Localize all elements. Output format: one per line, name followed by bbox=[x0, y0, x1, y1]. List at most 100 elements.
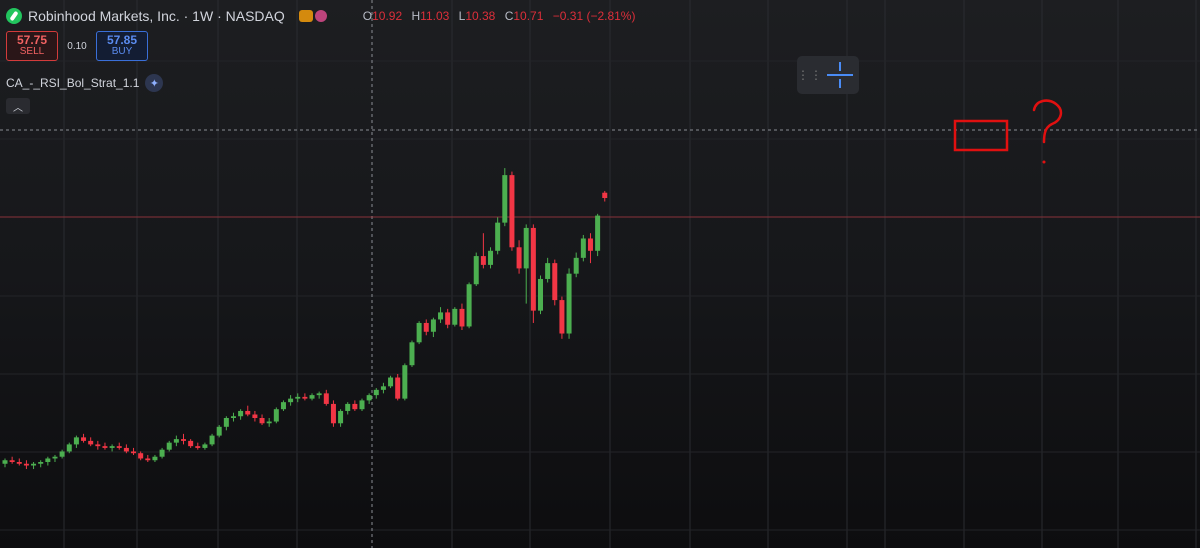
candle-down bbox=[181, 439, 186, 441]
candle-up bbox=[66, 444, 72, 452]
candle-down bbox=[131, 451, 137, 454]
candle-down bbox=[195, 446, 201, 448]
candle-up bbox=[230, 416, 236, 418]
candle-down bbox=[259, 418, 265, 424]
trade-panel: 57.75 SELL 0.10 57.85 BUY bbox=[6, 31, 148, 61]
collapse-legend-button[interactable]: ︿ bbox=[6, 98, 30, 114]
candle-up bbox=[373, 389, 379, 396]
candle-up bbox=[380, 386, 386, 390]
candle-up bbox=[416, 322, 422, 343]
candle-down bbox=[602, 192, 608, 198]
buy-button[interactable]: 57.85 BUY bbox=[96, 31, 148, 61]
floating-drawing-toolbar[interactable]: ⋮⋮ bbox=[797, 56, 859, 94]
candle-up bbox=[173, 439, 179, 443]
candle-down bbox=[145, 458, 151, 461]
candles bbox=[2, 168, 608, 470]
annotation-question-dot bbox=[1042, 160, 1046, 164]
candle-down bbox=[245, 410, 251, 415]
candle-up bbox=[402, 365, 408, 399]
candle-up bbox=[52, 456, 58, 459]
candle-up bbox=[409, 342, 415, 366]
symbol-title[interactable]: Robinhood Markets, Inc. · 1W · NASDAQ bbox=[28, 8, 285, 24]
candle-down bbox=[587, 238, 593, 251]
candle-up bbox=[216, 426, 222, 436]
indicator-legend[interactable]: CA_-_RSI_Bol_Strat_1.1 ✦ bbox=[6, 74, 164, 92]
candle-up bbox=[580, 238, 586, 258]
legend-icons bbox=[298, 10, 327, 22]
crosshair-tool-icon[interactable] bbox=[825, 60, 855, 90]
candle-up bbox=[345, 403, 351, 411]
candle-up bbox=[316, 393, 322, 396]
candle-up bbox=[495, 222, 501, 251]
candle-down bbox=[252, 414, 258, 418]
buy-price: 57.85 bbox=[106, 33, 138, 47]
robinhood-logo-icon bbox=[6, 8, 22, 24]
candle-down bbox=[138, 453, 144, 459]
buy-label: BUY bbox=[111, 46, 133, 57]
candle-down bbox=[445, 312, 451, 325]
drag-handle-icon[interactable]: ⋮⋮ bbox=[797, 67, 823, 82]
earnings-icon[interactable] bbox=[298, 10, 313, 22]
spread-value: 0.10 bbox=[67, 40, 87, 52]
candle-up bbox=[366, 395, 372, 401]
candle-up bbox=[223, 418, 229, 427]
candle-down bbox=[188, 440, 194, 447]
candle-up bbox=[338, 410, 344, 424]
candle-up bbox=[38, 462, 44, 464]
dividend-icon[interactable] bbox=[314, 10, 327, 22]
candle-up bbox=[73, 437, 79, 445]
candle-down bbox=[302, 396, 308, 399]
candle-up bbox=[545, 263, 551, 279]
candle-down bbox=[23, 463, 29, 466]
indicator-name[interactable]: CA_-_RSI_Bol_Strat_1.1 bbox=[6, 76, 140, 90]
candle-up bbox=[430, 319, 436, 332]
candle-up bbox=[266, 421, 272, 424]
candle-up bbox=[466, 284, 472, 327]
low-value: 10.38 bbox=[465, 9, 496, 23]
candle-down bbox=[530, 227, 536, 311]
candle-up bbox=[473, 256, 479, 285]
candle-up bbox=[238, 410, 244, 417]
candle-up bbox=[309, 395, 315, 399]
candle-up bbox=[202, 444, 208, 448]
candle-up bbox=[359, 400, 365, 410]
candle-down bbox=[516, 247, 522, 269]
candle-up bbox=[295, 396, 301, 399]
chevron-up-icon: ︿ bbox=[13, 102, 23, 114]
candle-down bbox=[95, 444, 101, 447]
candle-up bbox=[452, 308, 458, 325]
symbol-legend: Robinhood Markets, Inc. · 1W · NASDAQ O1… bbox=[6, 6, 641, 26]
candle-down bbox=[552, 263, 558, 301]
candle-up bbox=[288, 398, 294, 403]
candle-down bbox=[116, 446, 122, 448]
open-value: 10.92 bbox=[372, 9, 403, 23]
candle-down bbox=[123, 447, 129, 452]
change-value: −0.31 (−2.81%) bbox=[552, 9, 636, 23]
candle-up bbox=[159, 449, 165, 457]
candle-down bbox=[323, 393, 329, 404]
candle-up bbox=[280, 402, 286, 410]
annotation-box bbox=[953, 119, 1009, 152]
candle-down bbox=[423, 322, 429, 332]
ohlc-values: O10.92 H11.03 L10.38 C10.71 −0.31 (−2.81… bbox=[363, 9, 642, 23]
candle-down bbox=[459, 308, 465, 327]
candle-down bbox=[395, 377, 401, 399]
candle-down bbox=[330, 403, 336, 424]
candle-down bbox=[16, 462, 22, 464]
low-key: L bbox=[458, 9, 466, 23]
candle-down bbox=[81, 437, 87, 441]
open-key: O bbox=[362, 9, 373, 23]
candle-up bbox=[566, 273, 572, 334]
candle-down bbox=[9, 460, 15, 462]
candle-up bbox=[438, 312, 444, 320]
sparkle-icon[interactable]: ✦ bbox=[145, 74, 164, 92]
close-key: C bbox=[504, 9, 514, 23]
candle-up bbox=[109, 446, 115, 448]
sell-button[interactable]: 57.75 SELL bbox=[6, 31, 58, 61]
sell-label: SELL bbox=[19, 46, 45, 57]
candle-up bbox=[595, 215, 601, 251]
annotation-question-mark bbox=[1032, 99, 1063, 144]
candle-up bbox=[45, 458, 51, 462]
